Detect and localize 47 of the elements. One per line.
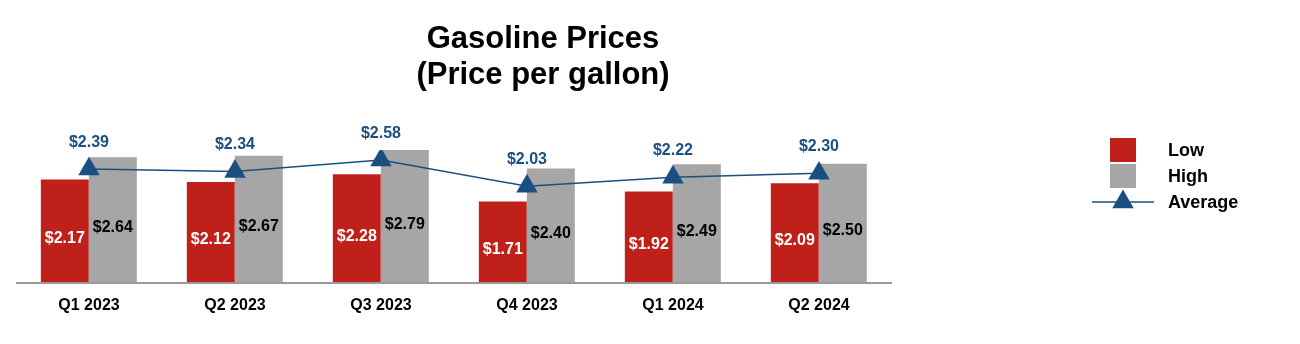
legend-label: High [1168, 165, 1208, 187]
chart-subtitle: (Price per gallon) [415, 56, 671, 92]
data-label: $2.34 [214, 135, 256, 153]
data-label: $2.30 [798, 137, 840, 155]
bar [818, 163, 867, 283]
x-tick-label: Q1 2023 [58, 296, 120, 314]
x-tick-label: Q2 2024 [788, 296, 850, 314]
data-label: $2.17 [44, 229, 85, 247]
data-label: $2.22 [652, 141, 694, 159]
bar [186, 181, 235, 283]
data-label: $1.71 [482, 240, 523, 258]
bar [770, 183, 819, 283]
data-label: $2.49 [676, 221, 717, 239]
bar [40, 179, 89, 283]
data-label: $2.40 [530, 223, 571, 241]
x-tick-label: Q4 2023 [496, 296, 558, 314]
data-label: $1.92 [628, 235, 669, 253]
x-tick-label: Q3 2023 [350, 296, 412, 314]
x-tick-label: Q1 2024 [642, 296, 704, 314]
bar [380, 150, 429, 283]
data-label: $2.28 [336, 226, 377, 244]
bar [234, 155, 283, 283]
x-tick-label: Q2 2023 [204, 296, 266, 314]
bar [478, 201, 527, 283]
point [78, 156, 100, 176]
chart-title: Gasoline Prices [425, 20, 661, 56]
data-label: $2.09 [774, 231, 815, 249]
point [516, 173, 538, 193]
data-label: $2.58 [360, 124, 402, 142]
bar [672, 164, 721, 283]
bar [332, 174, 381, 283]
point [808, 160, 830, 180]
data-label: $2.03 [506, 150, 548, 168]
data-label: $2.67 [238, 217, 279, 235]
point [662, 164, 684, 184]
data-label: $2.50 [822, 221, 863, 239]
point [370, 150, 392, 167]
legend-label: Average [1168, 191, 1239, 213]
data-label: $2.39 [68, 133, 110, 151]
bar [88, 157, 137, 283]
point [224, 159, 246, 178]
data-label: $2.12 [190, 230, 231, 248]
legend-label: Low [1168, 139, 1204, 161]
bar [526, 168, 575, 283]
data-label: $2.79 [384, 214, 425, 232]
bar [624, 191, 673, 283]
data-label: $2.64 [92, 218, 133, 236]
